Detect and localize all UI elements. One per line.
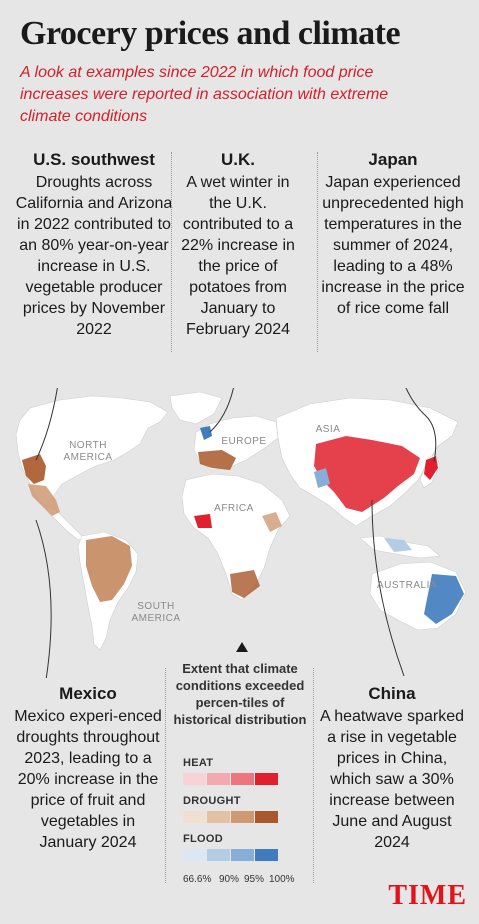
drought-east-africa xyxy=(262,512,282,532)
time-logo: TIME xyxy=(388,880,467,911)
legend-heat-scale xyxy=(183,773,279,785)
drought-south-america xyxy=(86,536,132,602)
page-subtitle: A look at examples since 2022 in which f… xyxy=(20,64,389,125)
label-asia: ASIA xyxy=(315,424,341,435)
callout-uk-body: A wet winter in the U.K. contributed to … xyxy=(181,174,295,338)
legend-flood-scale xyxy=(183,849,279,861)
drought-europe xyxy=(198,450,236,470)
callout-us-southwest-body: Droughts across California and Arizona i… xyxy=(15,174,173,338)
flood-southeast-asia xyxy=(384,538,412,552)
divider xyxy=(165,668,166,883)
legend-flood-label: FLOOD xyxy=(183,833,223,845)
callout-japan-body: Japan experienced unprecedented high tem… xyxy=(321,174,465,317)
flood-australia xyxy=(424,574,464,624)
callout-us-southwest-heading: U.S. southwest xyxy=(33,150,155,169)
swatch xyxy=(231,849,254,861)
leader-line-mexico xyxy=(35,519,52,678)
legend-tick: 95% xyxy=(244,874,265,885)
heat-west-africa xyxy=(194,514,212,528)
swatch xyxy=(183,849,206,861)
swatch xyxy=(183,811,206,823)
legend-tick: 66.6% xyxy=(183,874,212,885)
callout-mexico-heading: Mexico xyxy=(59,684,117,703)
heat-asia xyxy=(314,436,420,512)
callout-japan-heading: Japan xyxy=(368,150,418,169)
swatch xyxy=(183,773,206,785)
callout-mexico-body: Mexico experi-enced droughts throughout … xyxy=(14,708,162,851)
flood-central-asia xyxy=(314,468,330,488)
legend-drought-label: DROUGHT xyxy=(183,795,241,807)
legend-tick: 100% xyxy=(269,874,295,885)
swatch xyxy=(255,849,278,861)
divider xyxy=(171,152,172,352)
greenland-landmass xyxy=(169,391,223,425)
callout-china-body: A heatwave sparked a rise in vegetable p… xyxy=(319,708,465,851)
swatch xyxy=(207,849,230,861)
page-title: Grocery prices and climate xyxy=(20,15,401,52)
leader-line-us-southwest xyxy=(35,388,58,461)
leader-line-uk xyxy=(209,388,234,433)
legend-pointer xyxy=(236,642,248,652)
drought-mexico xyxy=(28,484,60,516)
divider xyxy=(313,668,314,883)
label-south-america: SOUTH AMERICA xyxy=(131,601,181,624)
legend-drought-scale xyxy=(183,811,279,823)
legend-heat-label: HEAT xyxy=(183,757,214,769)
world-map xyxy=(15,388,467,678)
drought-us-southwest xyxy=(22,454,46,484)
swatch xyxy=(255,773,278,785)
leader-line-china xyxy=(371,499,405,677)
label-australia: AUSTRALIA xyxy=(376,580,438,591)
callout-china-heading: China xyxy=(368,684,416,703)
drought-south-africa xyxy=(230,570,260,598)
leader-line-japan xyxy=(405,388,437,463)
swatch xyxy=(207,773,230,785)
legend-title: Extent that climate conditions exceeded … xyxy=(173,661,307,727)
divider xyxy=(317,152,318,352)
swatch xyxy=(207,811,230,823)
flood-uk xyxy=(200,426,212,440)
label-north-america: NORTH AMERICA xyxy=(63,440,113,463)
swatch xyxy=(231,811,254,823)
legend-tick: 90% xyxy=(219,874,240,885)
label-africa: AFRICA xyxy=(214,503,254,514)
north-america-landmass xyxy=(15,395,169,507)
callout-uk-heading: U.K. xyxy=(221,150,255,169)
label-europe: EUROPE xyxy=(221,436,267,447)
swatch xyxy=(255,811,278,823)
swatch xyxy=(231,773,254,785)
